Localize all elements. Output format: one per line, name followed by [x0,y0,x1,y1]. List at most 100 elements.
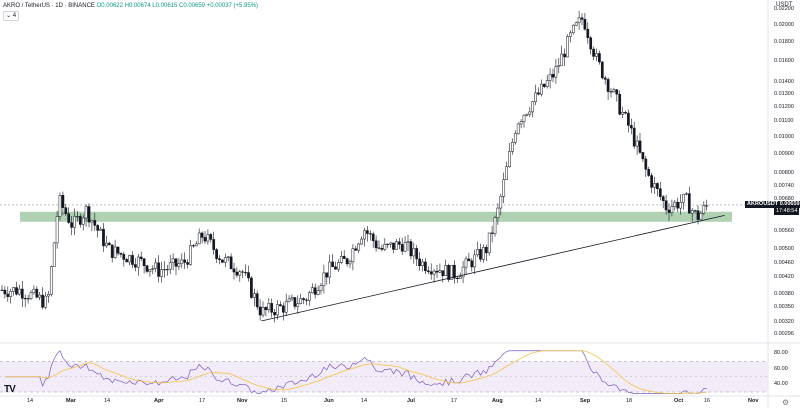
candle-up [81,217,85,225]
candle-down [661,196,665,201]
candle-down [583,19,587,30]
candle-down [603,77,607,80]
indicators-toggle[interactable]: ⌄ 4 [3,11,20,21]
candle-up [55,216,59,244]
candle-up [499,196,503,209]
candle-down [102,228,105,247]
candle-up [679,202,682,209]
candle-down [397,241,401,245]
price-axis-label: 0.01000 [774,133,794,140]
candle-up [223,257,227,263]
candle-down [580,17,584,20]
candle-up [525,113,529,116]
candle-up [508,151,511,167]
chevron-down-icon: ⌄ [6,13,12,19]
candle-down [258,306,262,316]
candle-up [464,258,468,268]
gear-icon[interactable]: ⚙ [782,398,790,407]
candle-down [484,247,488,254]
price-axis-label: 0.00320 [774,318,794,325]
candle-up [545,80,549,87]
candle-up [496,207,500,218]
candle-up [432,270,436,275]
price-axis-label: 0.00350 [774,304,794,311]
candle-down [667,209,671,213]
candle-down [250,277,253,298]
candle-down [61,195,65,208]
candle-up [493,217,497,234]
candle-up [566,36,569,58]
currency-label[interactable]: USDT [776,2,793,8]
candle-up [516,123,520,134]
candle-down [586,28,590,39]
candle-down [70,222,73,228]
candle-down [96,225,100,231]
candle-down [6,293,10,297]
time-axis-label: 15 [281,398,288,404]
candle-up [308,292,311,301]
candle-down [20,288,24,299]
candle-up [52,242,56,267]
time-axis-label: Mar [66,398,76,404]
symbol-title[interactable]: AKRO / TetherUS · 1D · BINANCE [3,3,95,9]
candle-up [363,230,366,240]
candle-down [334,266,337,270]
candle-down [145,265,149,272]
candle-up [621,111,624,115]
candle-up [685,193,688,195]
price-axis-label: 0.01400 [774,79,794,86]
price-axis-label: 0.00800 [774,170,794,177]
candle-up [395,241,398,250]
time-axis-label: Sep [580,398,591,404]
candle-up [348,261,352,265]
candle-up [635,140,639,147]
candle-down [212,239,216,250]
candle-down [627,112,630,126]
candle-down [200,232,204,238]
price-axis-label: 0.00740 [774,182,794,189]
candle-down [368,233,372,235]
tradingview-logo[interactable]: TV [4,384,16,395]
candle-down [305,299,308,301]
candle-up [99,228,102,231]
candle-down [302,298,305,301]
candle-down [255,293,259,308]
candle-up [73,216,76,228]
candle-up [165,269,169,271]
last-price-value: 0.00659 [778,200,800,207]
candle-up [197,232,201,245]
candle-up [168,262,172,270]
candle-down [41,294,44,308]
candle-up [473,254,477,268]
candle-down [221,259,224,263]
candle-down [244,272,247,274]
candle-up [44,295,47,308]
candle-down [67,213,71,223]
candle-down [563,53,566,58]
candle-up [290,297,294,300]
candle-up [386,243,390,246]
candle-down [279,304,282,307]
last-price-tag: AKROUSDT 0.00659 [745,200,800,208]
candle-down [293,297,297,307]
candle-up [284,301,288,313]
candle-down [142,258,146,266]
candle-up [540,83,543,95]
price-axis-label: 0.01600 [774,57,794,64]
candle-down [592,48,595,57]
candle-down [606,79,610,92]
candle-down [241,271,245,273]
candle-up [574,22,578,26]
candle-down [455,277,459,280]
price-axis-label: 0.00380 [774,290,794,297]
candle-up [673,201,677,207]
symbol-legend[interactable]: AKRO / TetherUS · 1D · BINANCE O0.00622 … [3,2,258,10]
price-axis-label: 0.00900 [774,150,794,157]
candle-up [702,205,706,214]
rsi-axis-label: 60.00 [774,365,788,372]
candle-up [151,268,155,270]
candle-down [264,307,268,311]
candle-up [177,263,181,267]
